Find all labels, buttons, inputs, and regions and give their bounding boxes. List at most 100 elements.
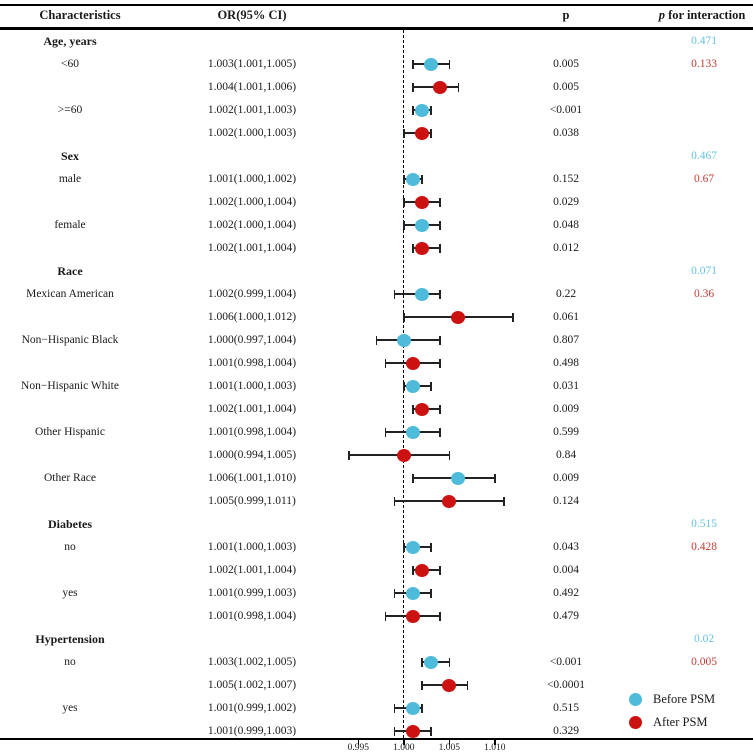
ci-cap-right bbox=[421, 703, 423, 713]
or-ci-value: 1.002(1.000,1.004) bbox=[207, 219, 297, 231]
row-label: Other Race bbox=[43, 472, 97, 484]
legend-marker-before-psm-icon bbox=[629, 693, 642, 706]
p-value: 0.152 bbox=[553, 173, 579, 185]
or-ci-value: 1.002(1.001,1.004) bbox=[207, 564, 297, 576]
ci-cap-left bbox=[412, 105, 414, 115]
or-ci-value: 1.002(1.001,1.003) bbox=[207, 104, 297, 116]
x-axis-tick-label: 0.995 bbox=[347, 743, 369, 753]
or-ci-value: 1.005(1.002,1.007) bbox=[207, 679, 297, 691]
ci-cap-left bbox=[403, 128, 405, 138]
p-interaction-value: 0.515 bbox=[691, 518, 717, 530]
row-label: <60 bbox=[61, 58, 79, 70]
or-ci-value: 1.001(0.999,1.002) bbox=[207, 702, 297, 714]
group-label: Diabetes bbox=[48, 517, 92, 531]
ci-cap-left bbox=[384, 358, 387, 368]
group-label: Sex bbox=[61, 149, 79, 163]
p-interaction-value: 0.005 bbox=[691, 656, 717, 668]
ci-cap-left bbox=[393, 496, 396, 506]
point-estimate-marker bbox=[442, 494, 457, 508]
p-value: 0.029 bbox=[553, 196, 579, 208]
p-interaction-header-rest: for interaction bbox=[664, 8, 746, 22]
ci-cap-right bbox=[430, 128, 432, 138]
ci-cap-left bbox=[393, 703, 396, 713]
ci-cap-right bbox=[448, 450, 451, 460]
ci-cap-left bbox=[403, 312, 405, 322]
p-header: p bbox=[562, 8, 570, 22]
ci-cap-right bbox=[439, 289, 441, 299]
or-ci-value: 1.001(1.000,1.003) bbox=[207, 380, 297, 392]
ci-cap-right bbox=[448, 657, 451, 667]
ci-cap-left bbox=[384, 611, 387, 621]
point-estimate-marker bbox=[415, 103, 429, 117]
top-rule bbox=[0, 4, 753, 6]
or-ci-value: 1.001(0.999,1.003) bbox=[207, 587, 297, 599]
characteristics-header: Characteristics bbox=[39, 8, 121, 22]
x-axis-tick bbox=[357, 739, 360, 745]
ci-cap-right bbox=[439, 565, 441, 575]
point-estimate-marker bbox=[405, 724, 420, 738]
p-value: 0.031 bbox=[553, 380, 579, 392]
legend-item-after-psm: After PSM bbox=[629, 711, 749, 734]
x-axis-tick bbox=[403, 739, 405, 745]
ci-cap-right bbox=[430, 588, 432, 598]
point-estimate-marker bbox=[433, 80, 448, 94]
ci-cap-left bbox=[412, 82, 414, 92]
legend-item-before-psm: Before PSM bbox=[629, 688, 749, 711]
row-label: yes bbox=[62, 587, 78, 599]
ci-cap-right bbox=[457, 82, 460, 92]
ci-cap-left bbox=[375, 335, 378, 345]
ci-cap-right bbox=[439, 404, 441, 414]
row-label: male bbox=[58, 173, 82, 185]
or-ci-value: 1.002(1.000,1.004) bbox=[207, 196, 297, 208]
p-value: 0.061 bbox=[553, 311, 579, 323]
p-value: 0.009 bbox=[553, 472, 579, 484]
or-ci-value: 1.000(0.994,1.005) bbox=[207, 449, 297, 461]
p-interaction-header-p: p bbox=[658, 8, 665, 22]
ci-cap-left bbox=[384, 427, 387, 437]
x-axis-tick-label: 1.005 bbox=[438, 743, 460, 753]
x-axis-tick-label: 1.010 bbox=[484, 743, 506, 753]
bottom-rule bbox=[0, 738, 753, 740]
or-ci-value: 1.002(1.000,1.003) bbox=[207, 127, 297, 139]
row-label: no bbox=[64, 541, 76, 553]
ci-cap-right bbox=[430, 542, 432, 552]
p-value: 0.479 bbox=[553, 610, 579, 622]
row-label: female bbox=[54, 219, 86, 231]
ci-cap-right bbox=[512, 312, 514, 322]
ci-cap-right bbox=[439, 611, 441, 621]
p-interaction-value: 0.02 bbox=[693, 633, 715, 645]
p-value: 0.038 bbox=[553, 127, 579, 139]
or-ci-value: 1.000(0.997,1.004) bbox=[207, 334, 297, 346]
point-estimate-marker bbox=[442, 678, 457, 692]
ci-cap-left bbox=[403, 542, 405, 552]
legend-marker-after-psm-icon bbox=[629, 716, 642, 729]
point-estimate-marker bbox=[405, 379, 420, 393]
ci-cap-left bbox=[393, 588, 396, 598]
ci-cap-right bbox=[466, 680, 469, 690]
row-label: Mexican American bbox=[26, 288, 114, 300]
ci-cap-left bbox=[403, 220, 405, 230]
ci-cap-right bbox=[448, 59, 451, 69]
point-estimate-marker bbox=[405, 540, 420, 554]
ci-cap-left bbox=[348, 450, 350, 460]
ci-cap-right bbox=[439, 243, 441, 253]
point-estimate-marker bbox=[405, 701, 420, 715]
p-interaction-value: 0.467 bbox=[691, 150, 717, 162]
p-interaction-header: p for interaction bbox=[640, 7, 753, 23]
or-ci-value: 1.005(0.999,1.011) bbox=[208, 495, 296, 507]
ci-cap-right bbox=[439, 335, 441, 345]
row-label: no bbox=[64, 656, 76, 668]
or-ci-value: 1.001(0.998,1.004) bbox=[207, 610, 297, 622]
ci-cap-left bbox=[403, 381, 405, 391]
point-estimate-marker bbox=[415, 402, 429, 416]
p-interaction-value: 0.67 bbox=[693, 173, 715, 185]
p-value: 0.84 bbox=[555, 449, 577, 461]
row-label: Other Hispanic bbox=[35, 426, 105, 438]
ci-cap-left bbox=[403, 174, 405, 184]
point-estimate-marker bbox=[405, 586, 420, 600]
ci-cap-left bbox=[412, 404, 414, 414]
ci-cap-right bbox=[430, 726, 432, 736]
or-ci-value: 1.006(1.001,1.010) bbox=[207, 472, 297, 484]
p-value: 0.515 bbox=[553, 702, 579, 714]
p-value: 0.043 bbox=[553, 541, 579, 553]
